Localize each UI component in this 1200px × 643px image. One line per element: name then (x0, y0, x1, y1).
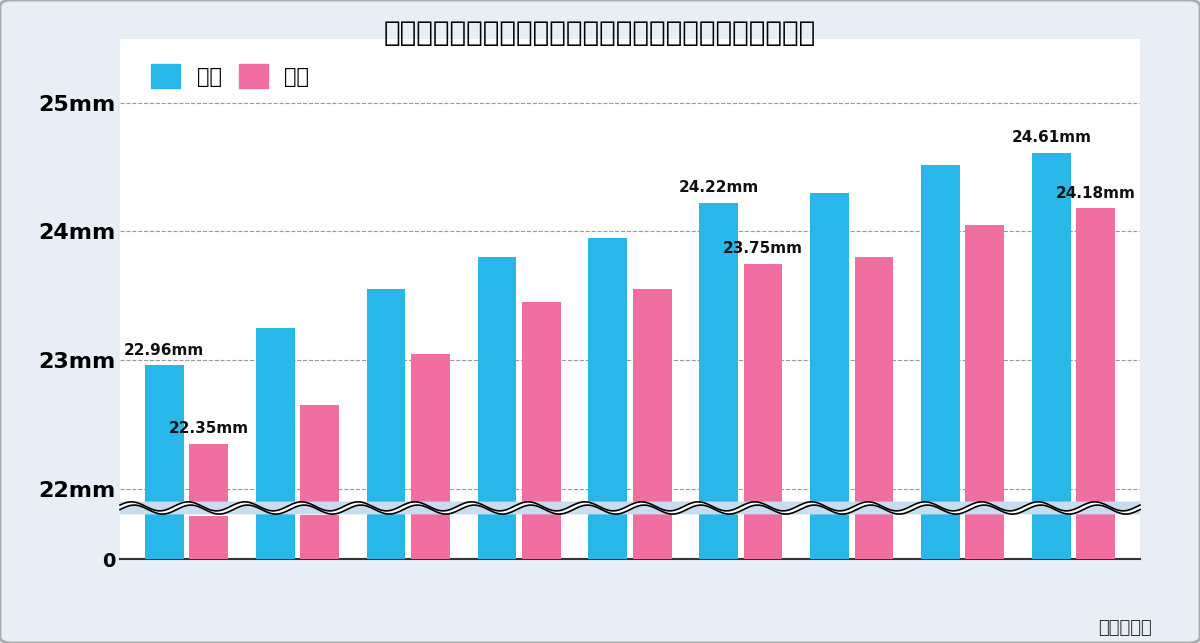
Bar (810, 512, 848, 559)
Bar (522, 302, 560, 643)
Bar (256, 328, 295, 643)
Text: 22.35mm: 22.35mm (169, 421, 248, 436)
Legend: 男子, 女子: 男子, 女子 (140, 53, 319, 98)
Bar (256, 514, 295, 559)
Bar (810, 193, 848, 643)
Bar (1076, 208, 1115, 643)
Bar (1076, 512, 1115, 559)
Bar (367, 513, 406, 559)
Text: 24.18mm: 24.18mm (1056, 186, 1135, 201)
Text: 24.22mm: 24.22mm (678, 181, 758, 195)
Text: 文部科学省: 文部科学省 (1098, 619, 1152, 637)
Text: 24.61mm: 24.61mm (1012, 131, 1091, 145)
Bar (632, 289, 672, 643)
Bar (744, 513, 782, 559)
Bar (190, 444, 228, 643)
Bar (522, 514, 560, 559)
Bar (1032, 511, 1070, 559)
Bar (965, 512, 1004, 559)
Bar (588, 238, 628, 643)
Text: 》小中学生の近視実態調査「筆軸の長さ」は！》　平均値: 》小中学生の近視実態調査「筆軸の長さ」は！》 平均値 (384, 19, 816, 48)
Bar (300, 515, 338, 559)
Bar (854, 257, 893, 643)
Bar (190, 516, 228, 559)
Bar (922, 511, 960, 559)
Bar (367, 289, 406, 643)
Bar (478, 512, 516, 559)
Bar (588, 512, 628, 559)
Bar (412, 354, 450, 643)
Bar (478, 257, 516, 643)
Bar (412, 514, 450, 559)
Bar (632, 513, 672, 559)
Bar (965, 225, 1004, 643)
Bar (854, 512, 893, 559)
Text: 22.96mm: 22.96mm (125, 343, 204, 358)
Bar (700, 203, 738, 643)
Bar (300, 405, 338, 643)
Bar (145, 514, 184, 559)
Bar (700, 512, 738, 559)
Bar (744, 264, 782, 643)
Text: 23.75mm: 23.75mm (724, 241, 803, 256)
Bar (145, 365, 184, 643)
Bar (1032, 153, 1070, 643)
Bar (922, 165, 960, 643)
